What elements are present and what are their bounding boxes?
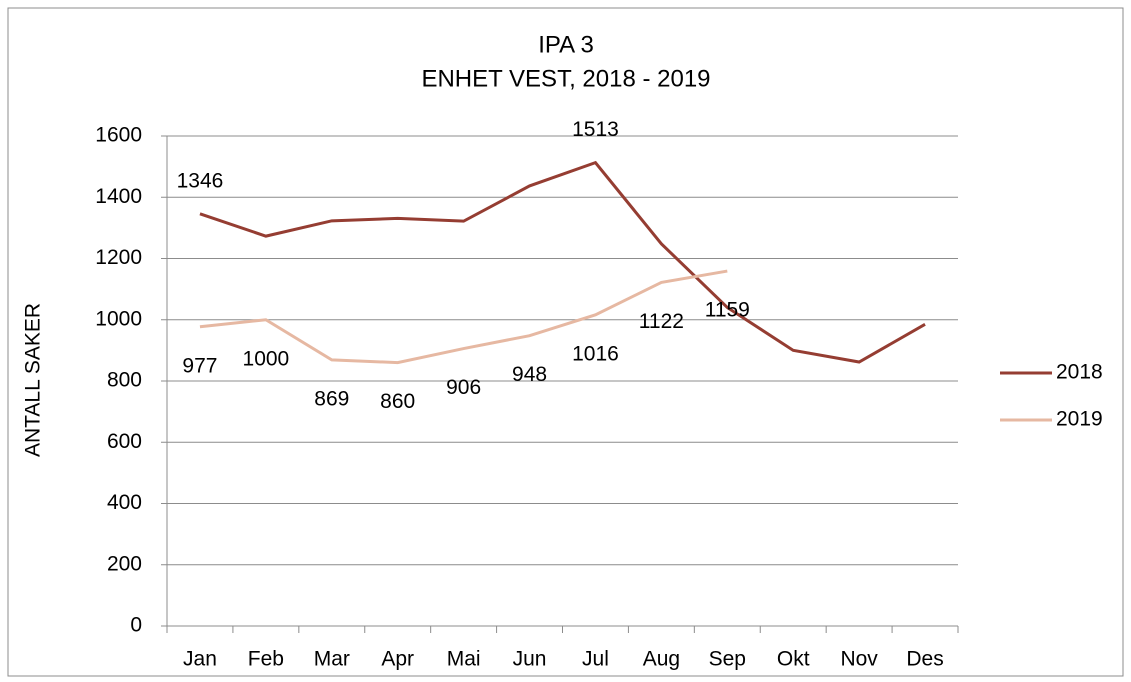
x-tick-label: Mai [447, 648, 481, 671]
chart-border [7, 7, 1124, 677]
x-tick-label: Okt [777, 648, 810, 671]
data-label: 1122 [639, 310, 684, 333]
chart-subtitle: ENHET VEST, 2018 - 2019 [421, 65, 710, 92]
data-label: 948 [512, 363, 547, 386]
x-tick-label: Sep [709, 648, 746, 671]
data-label: 1513 [572, 118, 619, 141]
y-tick-label: 400 [107, 491, 142, 514]
x-tick-label: Apr [381, 648, 414, 671]
data-label: 1000 [243, 347, 290, 370]
y-tick-label: 600 [107, 430, 142, 453]
legend-label: 2018 [1056, 361, 1103, 384]
y-tick-label: 1200 [95, 246, 142, 269]
x-tick-label: Jun [513, 648, 547, 671]
data-label: 906 [446, 376, 481, 399]
x-tick-label: Feb [248, 648, 284, 671]
y-axis-label: ANTALL SAKER [22, 303, 45, 457]
x-tick-label: Nov [840, 648, 878, 671]
x-tick-label: Aug [643, 648, 680, 671]
y-tick-label: 1400 [95, 185, 142, 208]
data-label: 977 [182, 354, 217, 377]
data-label: 860 [380, 390, 415, 413]
y-tick-label: 1000 [95, 307, 142, 330]
data-label: 869 [314, 387, 349, 410]
chart-title: IPA 3 [538, 31, 594, 58]
y-tick-label: 1600 [95, 124, 142, 147]
legend-label: 2019 [1056, 408, 1103, 431]
x-tick-label: Jul [582, 648, 609, 671]
y-tick-label: 800 [107, 369, 142, 392]
data-label: 1346 [177, 169, 224, 192]
y-tick-label: 0 [130, 614, 142, 637]
x-tick-label: Jan [183, 648, 217, 671]
series-line [199, 160, 926, 364]
y-tick-label: 200 [107, 552, 142, 575]
data-label: 1016 [572, 342, 619, 365]
x-tick-label: Mar [314, 648, 350, 671]
data-label: 1159 [705, 299, 750, 322]
series-line [199, 269, 728, 365]
x-tick-label: Des [906, 648, 943, 671]
